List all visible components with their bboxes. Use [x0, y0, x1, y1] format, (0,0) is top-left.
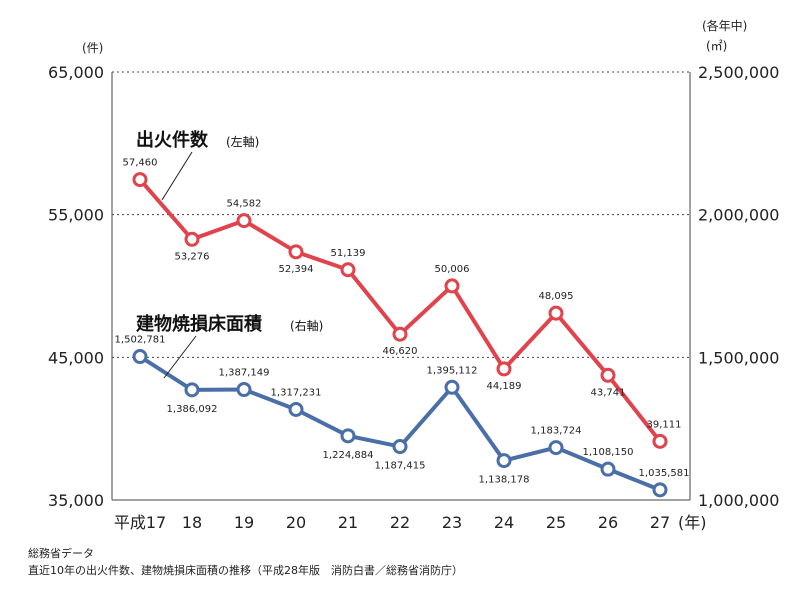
data-point: [392, 326, 408, 342]
data-point: [288, 401, 304, 417]
x-tick-label: 25: [546, 513, 566, 532]
data-label: 50,006: [435, 264, 470, 275]
data-label: 1,187,415: [375, 461, 426, 472]
data-point: [132, 349, 148, 365]
data-label: 39,111: [647, 419, 682, 430]
data-label: 57,460: [123, 158, 158, 169]
x-tick-label: 19: [234, 513, 254, 532]
data-label: 1,502,781: [115, 335, 166, 346]
data-point: [600, 461, 616, 477]
x-tick-label: 20: [286, 513, 306, 532]
data-label: 43,741: [591, 387, 626, 398]
data-point: [496, 361, 512, 377]
series-axis-note-floor-area: (右軸): [290, 318, 323, 333]
data-label: 1,035,581: [639, 468, 690, 479]
data-label: 48,095: [539, 291, 574, 302]
data-point: [496, 453, 512, 469]
data-point: [444, 278, 460, 294]
data-point: [444, 379, 460, 395]
left-tick-label: 65,000: [48, 63, 104, 82]
right-axis-unit-top: (各年中): [702, 18, 747, 33]
series-line-fires: [138, 178, 662, 443]
x-tick-label: 24: [494, 513, 514, 532]
data-label: 1,108,150: [583, 447, 634, 458]
x-tick-label: 22: [390, 513, 410, 532]
data-point: [652, 433, 668, 449]
data-label: 1,317,231: [271, 387, 322, 398]
x-axis-unit: (年): [678, 513, 707, 532]
data-point: [600, 367, 616, 383]
data-label: 1,386,092: [167, 404, 218, 415]
data-label: 1,224,884: [323, 450, 374, 461]
data-label: 1,138,178: [479, 475, 530, 486]
right-tick-label: 2,500,000: [698, 63, 779, 82]
series-axis-note-fires: (左軸): [226, 134, 259, 149]
data-point: [548, 305, 564, 321]
data-label: 46,620: [383, 346, 418, 357]
data-point: [340, 262, 356, 278]
x-tick-label: 平成17: [114, 513, 166, 532]
x-tick-label: 21: [338, 513, 358, 532]
chart-caption: 直近10年の出火件数、建物焼損床面積の推移（平成28年版 消防白書／総務省消防庁…: [28, 564, 463, 577]
data-point: [652, 482, 668, 498]
data-label: 51,139: [331, 248, 366, 259]
data-point: [392, 439, 408, 455]
data-label: 52,394: [279, 264, 314, 275]
x-tick-label: 27: [650, 513, 670, 532]
right-axis-unit: (㎡): [706, 39, 727, 53]
data-label: 1,395,112: [427, 365, 478, 376]
data-label: 44,189: [487, 381, 522, 392]
right-tick-label: 2,000,000: [698, 206, 779, 225]
line-chart: 35,000 45,000 55,000 65,000 1,000,000 1,500,0…: [48, 18, 779, 532]
data-label: 53,276: [175, 251, 210, 262]
left-tick-label: 45,000: [48, 348, 104, 367]
series-name-fires: 出火件数: [136, 129, 209, 151]
x-tick-label: 18: [182, 513, 202, 532]
data-label: 54,582: [227, 199, 262, 210]
data-point: [184, 231, 200, 247]
x-tick-label: 26: [598, 513, 618, 532]
series-name-floor-area: 建物焼損床面積: [136, 313, 263, 335]
data-point: [184, 382, 200, 398]
data-label: 1,183,724: [531, 426, 582, 437]
x-tick-label: 23: [442, 513, 462, 532]
source-note: 総務省データ: [28, 547, 94, 560]
data-point: [132, 172, 148, 188]
data-point: [548, 440, 564, 456]
right-tick-label: 1,500,000: [698, 348, 779, 367]
leader-line-floor-area: [163, 335, 197, 379]
data-point: [288, 244, 304, 260]
leader-line-fires: [161, 151, 193, 201]
left-tick-label: 35,000: [48, 491, 104, 510]
left-axis-unit: (件): [82, 41, 103, 55]
left-tick-label: 55,000: [48, 206, 104, 225]
data-point: [236, 213, 252, 229]
data-point: [236, 382, 252, 398]
data-point: [340, 428, 356, 444]
right-tick-label: 1,000,000: [698, 491, 779, 510]
data-label: 1,387,149: [219, 368, 270, 379]
